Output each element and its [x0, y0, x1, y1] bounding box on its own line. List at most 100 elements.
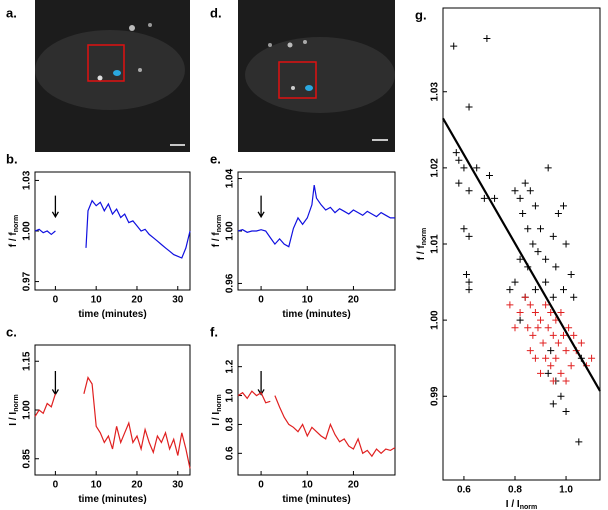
data-point [552, 354, 560, 362]
data-point [537, 369, 545, 377]
data-point [547, 347, 555, 355]
x-tick-label: 20 [348, 295, 360, 306]
bright-spot [138, 68, 142, 72]
data-point [491, 194, 499, 202]
data-point [519, 210, 527, 218]
bright-spot [291, 86, 295, 90]
data-point [549, 232, 557, 240]
trace [34, 375, 191, 469]
data-point [567, 270, 575, 278]
data-point [455, 156, 463, 164]
y-axis-label-main: f / f [416, 245, 427, 261]
panel-label: e. [210, 151, 221, 166]
data-point [526, 301, 534, 309]
data-point [531, 354, 539, 362]
x-tick-label: 0 [258, 480, 264, 491]
y-tick-label: 1.03 [22, 170, 33, 190]
panel-label: b. [6, 151, 18, 166]
x-tick-label: 30 [172, 295, 184, 306]
data-point [526, 347, 534, 355]
x-axis-label-main: time (minutes) [282, 309, 350, 320]
data-point [506, 301, 514, 309]
data-point [516, 316, 524, 324]
y-tick-label: 1.01 [430, 234, 441, 254]
data-point [465, 103, 473, 111]
data-point [549, 400, 557, 408]
bright-spot [268, 43, 272, 47]
plot-frame [237, 344, 396, 476]
data-point [570, 331, 578, 339]
y-tick-label: 1.00 [22, 400, 33, 420]
x-axis-label: time (minutes) [78, 309, 146, 320]
x-tick-label: 0.6 [457, 485, 471, 496]
data-point [534, 248, 542, 256]
data-point [542, 255, 550, 263]
stimulus-arrow [257, 195, 265, 219]
y-tick-label: 1.00 [430, 310, 441, 330]
y-tick-label: 0.8 [225, 417, 236, 431]
y-tick-label: 1.15 [22, 351, 33, 371]
data-point [542, 278, 550, 286]
x-tick-label: 0 [258, 295, 264, 306]
panel-label: d. [210, 5, 222, 20]
data-point [562, 240, 570, 248]
y-tick-label: 1.02 [430, 158, 441, 178]
data-point [549, 377, 557, 385]
bright-spot [129, 25, 135, 31]
data-point [521, 179, 529, 187]
y-axis-label-sub: norm [216, 215, 223, 233]
data-point [557, 309, 565, 317]
data-point [557, 369, 565, 377]
data-point [516, 255, 524, 263]
data-point [562, 347, 570, 355]
x-tick-label: 0 [53, 295, 59, 306]
data-point [473, 164, 481, 172]
plot-frame [34, 344, 191, 476]
tissue [35, 30, 185, 110]
y-tick-label: 0.6 [225, 446, 236, 460]
data-point [554, 210, 562, 218]
data-point [552, 263, 560, 271]
data-point [531, 286, 539, 294]
data-point [531, 202, 539, 210]
panel-label: f. [210, 324, 218, 339]
y-axis-label-main: I / I [8, 412, 19, 426]
data-point [480, 194, 488, 202]
y-axis-label: f / fnorm [416, 228, 428, 261]
plot-frame [442, 7, 601, 481]
data-point [460, 164, 468, 172]
data-point [544, 324, 552, 332]
data-point [575, 438, 583, 446]
y-tick-label: 1.04 [225, 168, 236, 188]
data-point [544, 164, 552, 172]
data-point [565, 324, 573, 332]
data-point [465, 278, 473, 286]
x-axis-label: time (minutes) [282, 494, 350, 505]
data-point [549, 293, 557, 301]
data-point [462, 270, 470, 278]
data-point [588, 354, 596, 362]
data-point [511, 278, 519, 286]
x-tick-label: 10 [91, 480, 103, 491]
data-point [485, 171, 493, 179]
y-tick-label: 1.00 [22, 221, 33, 241]
y-axis-label-sub: norm [13, 394, 20, 412]
plot-frame [237, 171, 396, 291]
data-point [516, 309, 524, 317]
data-point [567, 362, 575, 370]
data-point [529, 331, 537, 339]
y-tick-label: 1.2 [225, 359, 236, 373]
panel-label: a. [6, 5, 17, 20]
x-tick-label: 10 [91, 295, 103, 306]
roi-box [278, 61, 317, 99]
data-point [521, 293, 529, 301]
x-tick-label: 20 [131, 480, 143, 491]
data-point [511, 324, 519, 332]
y-axis-label: f / fnorm [8, 215, 20, 248]
y-axis-label-sub: norm [421, 228, 428, 246]
data-point [559, 331, 567, 339]
data-point [460, 225, 468, 233]
y-tick-label: 0.96 [225, 273, 236, 293]
data-point [562, 407, 570, 415]
